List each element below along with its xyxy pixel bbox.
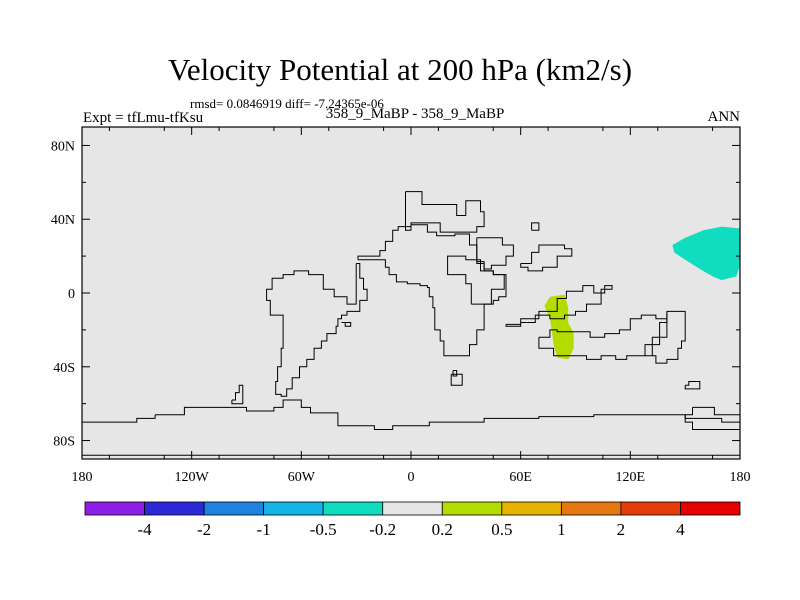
colorbar-label: -0.5 [310, 520, 337, 539]
chart-subtitle: 358_9_MaBP - 358_9_MaBP [325, 106, 505, 122]
coastline-12 [231, 384, 244, 405]
coastline-2 [357, 224, 505, 357]
coastline-14 [450, 373, 463, 386]
coastline-3 [266, 263, 368, 397]
x-tick-label: 120W [175, 470, 210, 485]
colorbar-label: 0.5 [491, 520, 512, 539]
colorbar-swatch [441, 501, 503, 516]
coastline-8 [645, 310, 686, 364]
colorbar-label: -1 [257, 520, 271, 539]
coastline-5 [447, 255, 507, 305]
y-tick-label: 0 [68, 287, 75, 302]
x-tick-label: 0 [408, 470, 415, 485]
stats-text: rmsd= 0.0846919 diff= -7.24365e-06 [190, 96, 384, 111]
y-axis: 80N 40N 0 40S 80S [51, 139, 740, 450]
coastline-13 [341, 322, 352, 327]
y-tick-label: 80N [51, 139, 75, 154]
colorbar-swatch [203, 501, 265, 516]
colorbar-swatch [84, 501, 145, 516]
y-tick-label: 40N [51, 213, 75, 228]
map-background [82, 127, 740, 459]
x-tick-label: 60W [288, 470, 316, 485]
x-tick-label: 60E [509, 470, 532, 485]
coastline-17 [452, 370, 458, 377]
colorbar-label: -4 [137, 520, 152, 539]
colorbar-swatch [501, 501, 562, 516]
negative-anomaly-north-pacific [672, 226, 740, 281]
x-tick-label: 120E [616, 470, 646, 485]
colorbar-label: 1 [557, 520, 566, 539]
colorbar-label: -0.2 [369, 520, 396, 539]
colorbar-swatch [620, 501, 681, 516]
x-tick-label: 180 [730, 470, 751, 485]
coastline-10 [520, 244, 573, 272]
coastline-16 [531, 222, 540, 231]
colorbar-swatch [144, 501, 205, 516]
coastline-1 [405, 191, 485, 233]
colorbar-label: 4 [676, 520, 685, 539]
colorbar: -4 -2 -1 -0.5 -0.2 0.2 0.5 1 2 4 [84, 501, 741, 539]
colorbar-label: 2 [617, 520, 626, 539]
coastline-15 [684, 381, 701, 390]
experiment-label: Expt = tfLmu-tfKsu [83, 110, 204, 126]
x-tick-label: 180 [72, 470, 93, 485]
y-tick-label: 80S [53, 435, 75, 450]
coastline-6 [505, 285, 613, 327]
colorbar-swatch [560, 501, 622, 516]
colorbar-swatch [680, 501, 741, 516]
colorbar-label: -2 [197, 520, 211, 539]
plot-area [81, 126, 741, 460]
colorbar-swatch [382, 501, 443, 516]
x-axis: 180 120W 60W 0 60E 120E 180 [72, 127, 751, 485]
chart-title: Velocity Potential at 200 hPa (km2/s) [167, 52, 633, 87]
y-tick-label: 40S [53, 361, 75, 376]
colorbar-swatch [263, 501, 324, 516]
season-label: ANN [707, 109, 741, 125]
colorbar-swatch [322, 501, 384, 516]
coastline-9 [476, 237, 514, 270]
colorbar-label: 0.2 [432, 520, 453, 539]
